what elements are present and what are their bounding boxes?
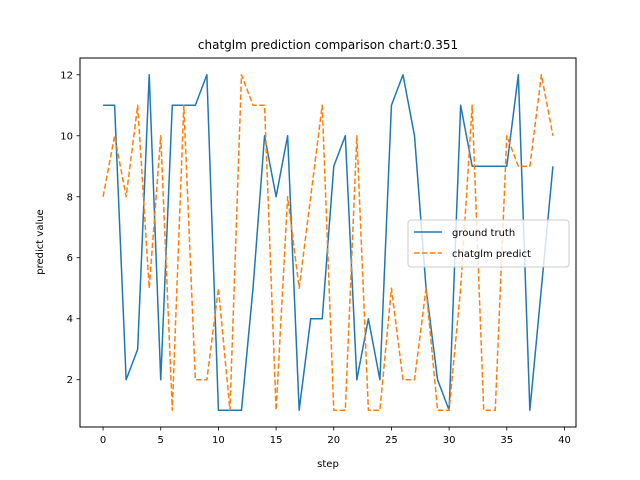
chart-title: chatglm prediction comparison chart:0.35…	[198, 38, 458, 52]
series-line-chatglm-predict	[102, 74, 554, 411]
x-tick-label: 0	[100, 435, 106, 446]
x-tick-label: 15	[270, 435, 283, 446]
x-tick-label: 40	[558, 435, 571, 446]
x-axis: 0 5 10 15 20 25 30 35 40	[100, 427, 571, 446]
x-tick-label: 30	[443, 435, 456, 446]
x-tick-label: 20	[327, 435, 340, 446]
legend-label-ground-truth: ground truth	[452, 228, 515, 239]
plot-frame	[79, 57, 577, 428]
legend-box	[407, 219, 570, 268]
x-tick-label: 25	[385, 435, 398, 446]
x-tick-label: 35	[500, 435, 513, 446]
y-tick-label: 6	[67, 253, 73, 264]
legend: ground truth chatglm predict	[407, 219, 570, 268]
y-tick-label: 10	[60, 131, 73, 142]
plot-area	[102, 74, 554, 411]
y-tick-label: 12	[60, 70, 73, 81]
y-tick-label: 8	[67, 192, 73, 203]
x-tick-label: 5	[158, 435, 164, 446]
y-axis: 2 4 6 8 10 12	[60, 70, 80, 386]
x-axis-title: step	[317, 459, 339, 470]
y-tick-label: 2	[67, 375, 73, 386]
y-axis-title: predict value	[35, 209, 46, 274]
legend-label-chatglm-predict: chatglm predict	[452, 249, 531, 260]
x-tick-label: 10	[212, 435, 225, 446]
y-tick-label: 4	[67, 314, 73, 325]
